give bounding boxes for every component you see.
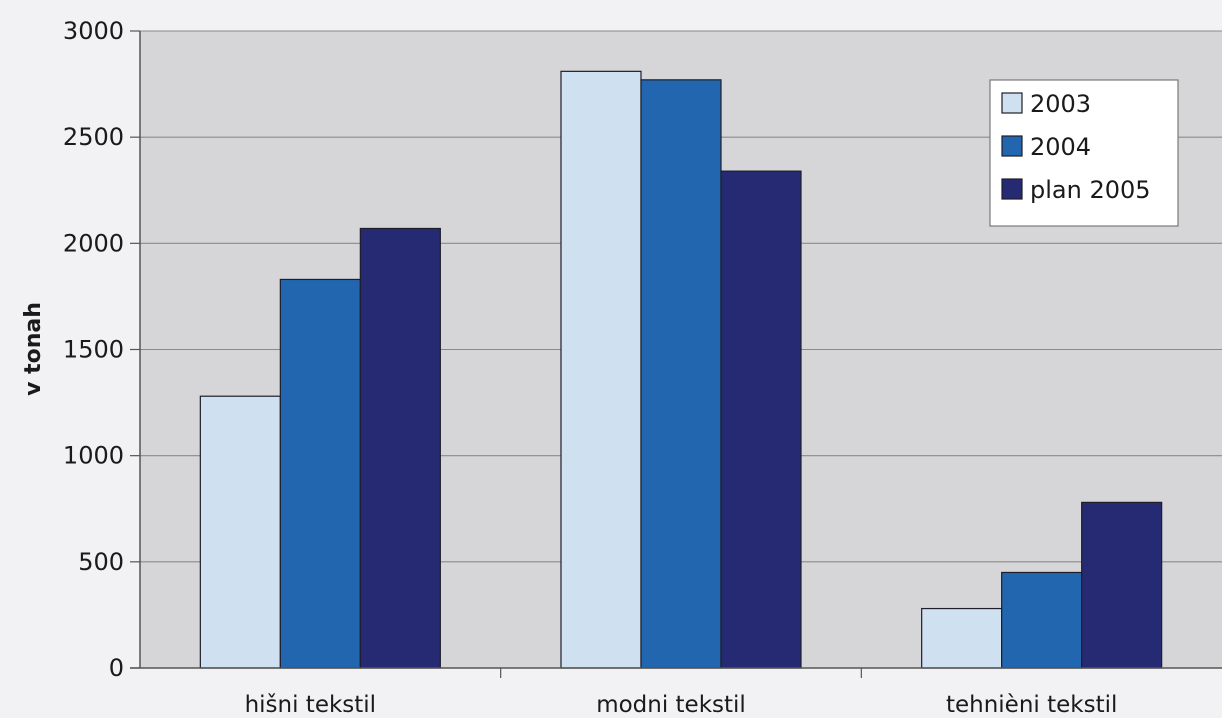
bar xyxy=(1001,571,1083,669)
bar xyxy=(359,227,441,669)
bars xyxy=(199,70,1163,669)
x-axis-categories: hišni tekstil modni tekstil tehnièni tekst… xyxy=(245,668,1117,718)
legend-swatch xyxy=(1001,135,1023,157)
y-tick-label: 1000 xyxy=(63,442,124,470)
y-tick-label: 500 xyxy=(78,548,124,576)
bar xyxy=(640,79,722,669)
bar xyxy=(1081,501,1163,669)
x-category-label: hišni tekstil xyxy=(245,692,377,718)
legend-entries: 2003 2004 plan 2005 xyxy=(1001,90,1151,204)
y-tick-label: 0 xyxy=(109,654,124,682)
legend-label: 2004 xyxy=(1030,133,1091,161)
x-category-label: modni tekstil xyxy=(596,692,746,718)
legend-swatch xyxy=(1001,92,1023,114)
legend-swatch xyxy=(1001,178,1023,200)
bar xyxy=(560,70,642,669)
y-axis-title: v tonah xyxy=(21,302,46,396)
bar xyxy=(199,395,281,669)
bar xyxy=(720,170,802,669)
y-tick-label: 2500 xyxy=(63,123,124,151)
legend-label: 2003 xyxy=(1030,90,1091,118)
y-axis-ticks: 0 500 1000 1500 2000 2500 3000 xyxy=(63,17,140,682)
legend-label: plan 2005 xyxy=(1030,176,1151,204)
x-category-label: tehnièni tekstil xyxy=(946,692,1117,718)
y-tick-label: 2000 xyxy=(63,229,124,257)
bar xyxy=(279,278,361,669)
y-tick-label: 1500 xyxy=(63,336,124,364)
legend: 2003 2004 plan 2005 xyxy=(989,79,1179,227)
y-tick-label: 3000 xyxy=(63,17,124,45)
bar xyxy=(921,607,1003,669)
